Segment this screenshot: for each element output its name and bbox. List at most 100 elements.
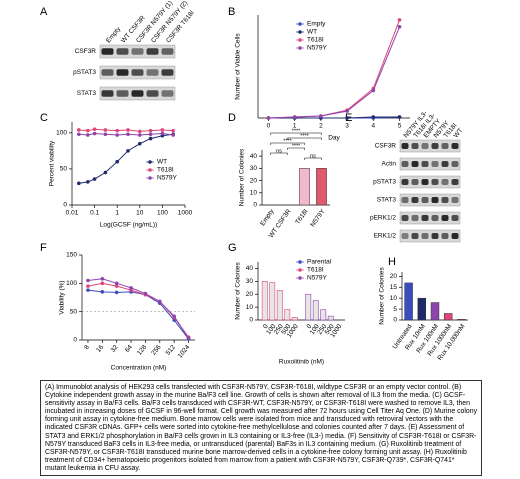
data-point: [77, 132, 81, 137]
blot-band: [411, 143, 419, 149]
x-tick-label: 8: [83, 344, 91, 352]
y-axis-label: Number of Colonies: [239, 148, 246, 206]
x-tick-label: 10: [136, 210, 144, 217]
bar: [269, 282, 276, 321]
blot-band: [401, 161, 409, 167]
x-tick-label: 1: [293, 123, 297, 130]
data-point: [345, 109, 349, 113]
x-tick-label: 0.01: [66, 210, 79, 217]
legend-label: WT: [307, 29, 317, 36]
blot-band: [146, 69, 159, 76]
y-tick-label: 40: [246, 265, 254, 272]
y-tick-label: 40: [250, 153, 258, 160]
y-tick-label: 20: [250, 177, 258, 184]
data-point: [77, 128, 81, 132]
y-axis-label: Number of Colonies: [235, 262, 242, 320]
row-label: STAT3: [77, 90, 97, 97]
blot-band: [421, 161, 429, 167]
bar: [276, 290, 283, 321]
x-tick-label: 3: [345, 123, 349, 130]
panel-letter: F: [40, 242, 47, 254]
data-point: [160, 128, 165, 132]
x-axis-label: Day: [328, 135, 340, 142]
blot-band: [161, 69, 174, 76]
data-point: [126, 132, 130, 137]
legend-label: N579Y: [157, 175, 178, 182]
legend-label: Parental: [307, 259, 332, 266]
blot-band: [431, 215, 439, 221]
data-point: [100, 281, 105, 286]
x-tick-label: 0: [267, 123, 271, 130]
x-tick-label: 0: [305, 323, 313, 330]
blot-band: [421, 179, 429, 185]
y-tick-label: 0: [249, 317, 253, 324]
data-point: [85, 128, 90, 133]
blot-band: [451, 179, 459, 185]
y-axis-label: Number of Viable Cells: [235, 33, 242, 100]
x-tick-label: 1: [115, 210, 119, 217]
blot-band: [441, 179, 449, 185]
data-point: [171, 128, 175, 133]
legend-label: N579Y: [307, 275, 328, 282]
significance-bracket: [287, 137, 322, 140]
series-line: [268, 116, 400, 119]
blot-band: [421, 215, 429, 221]
row-label: Actin: [382, 161, 397, 168]
bar: [312, 300, 319, 321]
y-axis-label: Percent viability: [49, 140, 56, 186]
data-point: [371, 88, 376, 93]
data-point: [77, 181, 81, 186]
blot-band: [451, 233, 459, 239]
data-point: [100, 290, 105, 294]
panel-letter: B: [228, 6, 235, 18]
blot-band: [431, 161, 439, 167]
x-tick-label: 512: [165, 344, 178, 357]
bar: [284, 309, 291, 321]
blot-band: [421, 197, 429, 203]
blot-band: [411, 233, 419, 239]
data-point: [371, 115, 376, 119]
blot-band: [411, 161, 419, 167]
blot-band: [131, 48, 144, 55]
significance-label: ns: [310, 153, 316, 159]
x-axis-label: Concentration (nM): [111, 365, 167, 372]
significance-label: ****: [300, 133, 309, 139]
data-point: [114, 281, 119, 286]
significance-bracket: [270, 132, 322, 135]
bar: [299, 168, 310, 206]
legend-label: T618I: [157, 167, 174, 174]
blot-band: [146, 48, 159, 55]
data-point: [148, 132, 153, 137]
series-line: [87, 282, 189, 338]
row-label: CSF3R: [75, 48, 97, 55]
significance-label: ****: [292, 128, 301, 134]
x-tick-label: 128: [136, 344, 149, 357]
row-label: pSTAT3: [73, 69, 96, 76]
y-tick-label: 150: [66, 252, 77, 259]
series-line: [78, 128, 174, 132]
y-tick-label: 10: [390, 295, 398, 302]
blot-band: [101, 48, 114, 55]
y-tick-label: 0: [73, 337, 77, 344]
legend-label: Empty: [307, 21, 326, 28]
blot-band: [131, 90, 144, 97]
y-tick-label: 50: [70, 308, 78, 315]
blot-band: [431, 197, 439, 203]
data-point: [172, 314, 176, 319]
data-point: [186, 336, 191, 341]
y-tick-label: 20: [390, 273, 398, 280]
bar: [291, 317, 298, 321]
row-label: STAT3: [377, 197, 397, 204]
blot-strip: [399, 211, 461, 225]
caption: (A) Immunoblot analysis of HEK293 cells …: [40, 380, 482, 476]
blot-strip: [399, 139, 461, 153]
x-tick-label: 0.1: [90, 210, 99, 217]
blot-band: [401, 143, 409, 149]
data-point: [85, 133, 90, 137]
data-point: [115, 133, 119, 137]
y-tick-label: 30: [250, 165, 258, 172]
blot-strip: [399, 175, 461, 189]
y-tick-label: 0: [63, 202, 67, 209]
data-point: [397, 18, 402, 22]
